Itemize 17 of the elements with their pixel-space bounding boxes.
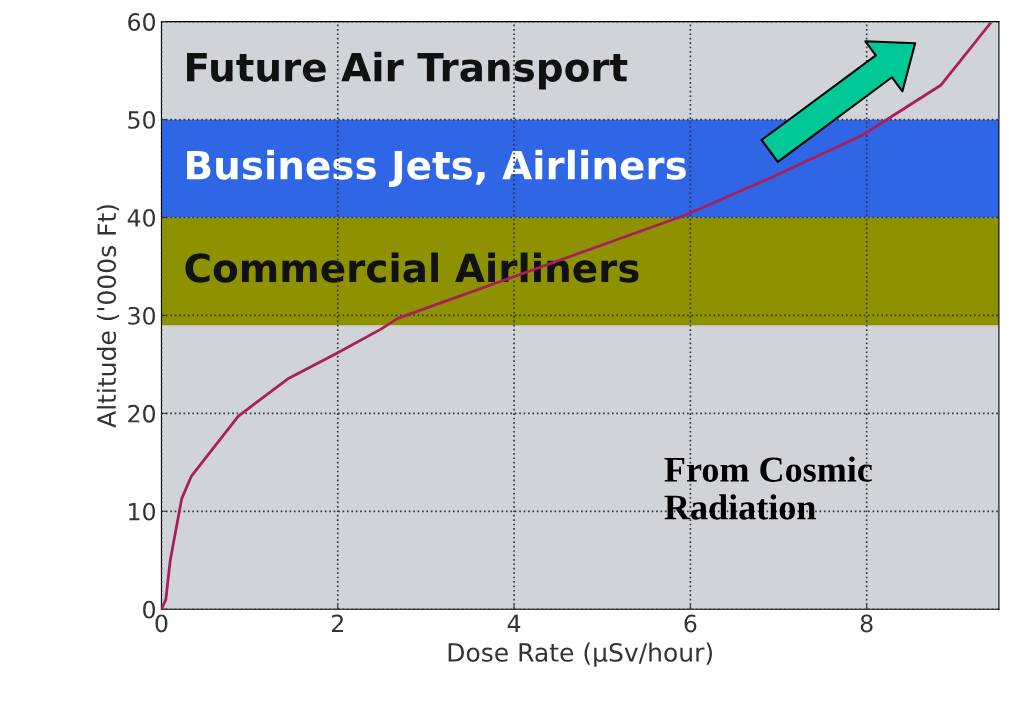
x-tick-label: 2 bbox=[331, 614, 343, 633]
x-tick-label: 6 bbox=[684, 614, 697, 633]
y-tick-label: 10 bbox=[129, 502, 156, 521]
y-tick-label: 50 bbox=[128, 111, 156, 129]
x-tick-label: 8 bbox=[860, 614, 873, 633]
y-tick-label: 60 bbox=[128, 13, 156, 31]
band-label: Business Jets, Airliners bbox=[187, 149, 686, 188]
annotation: From Cosmic Radiation bbox=[664, 456, 872, 520]
y-tick-label: 20 bbox=[128, 404, 156, 423]
y-axis-title: Altitude ('000s Ft) bbox=[96, 205, 120, 428]
y-tick-label: 40 bbox=[127, 208, 156, 227]
x-tick-label: 0 bbox=[155, 614, 168, 633]
y-tick-label: 30 bbox=[128, 306, 156, 325]
y-tick-label: 0 bbox=[143, 600, 156, 619]
band-label: Future Air Transport bbox=[187, 51, 628, 90]
x-tick-label: 4 bbox=[507, 614, 521, 633]
x-axis-title: Dose Rate (µSv/hour) bbox=[448, 642, 712, 667]
